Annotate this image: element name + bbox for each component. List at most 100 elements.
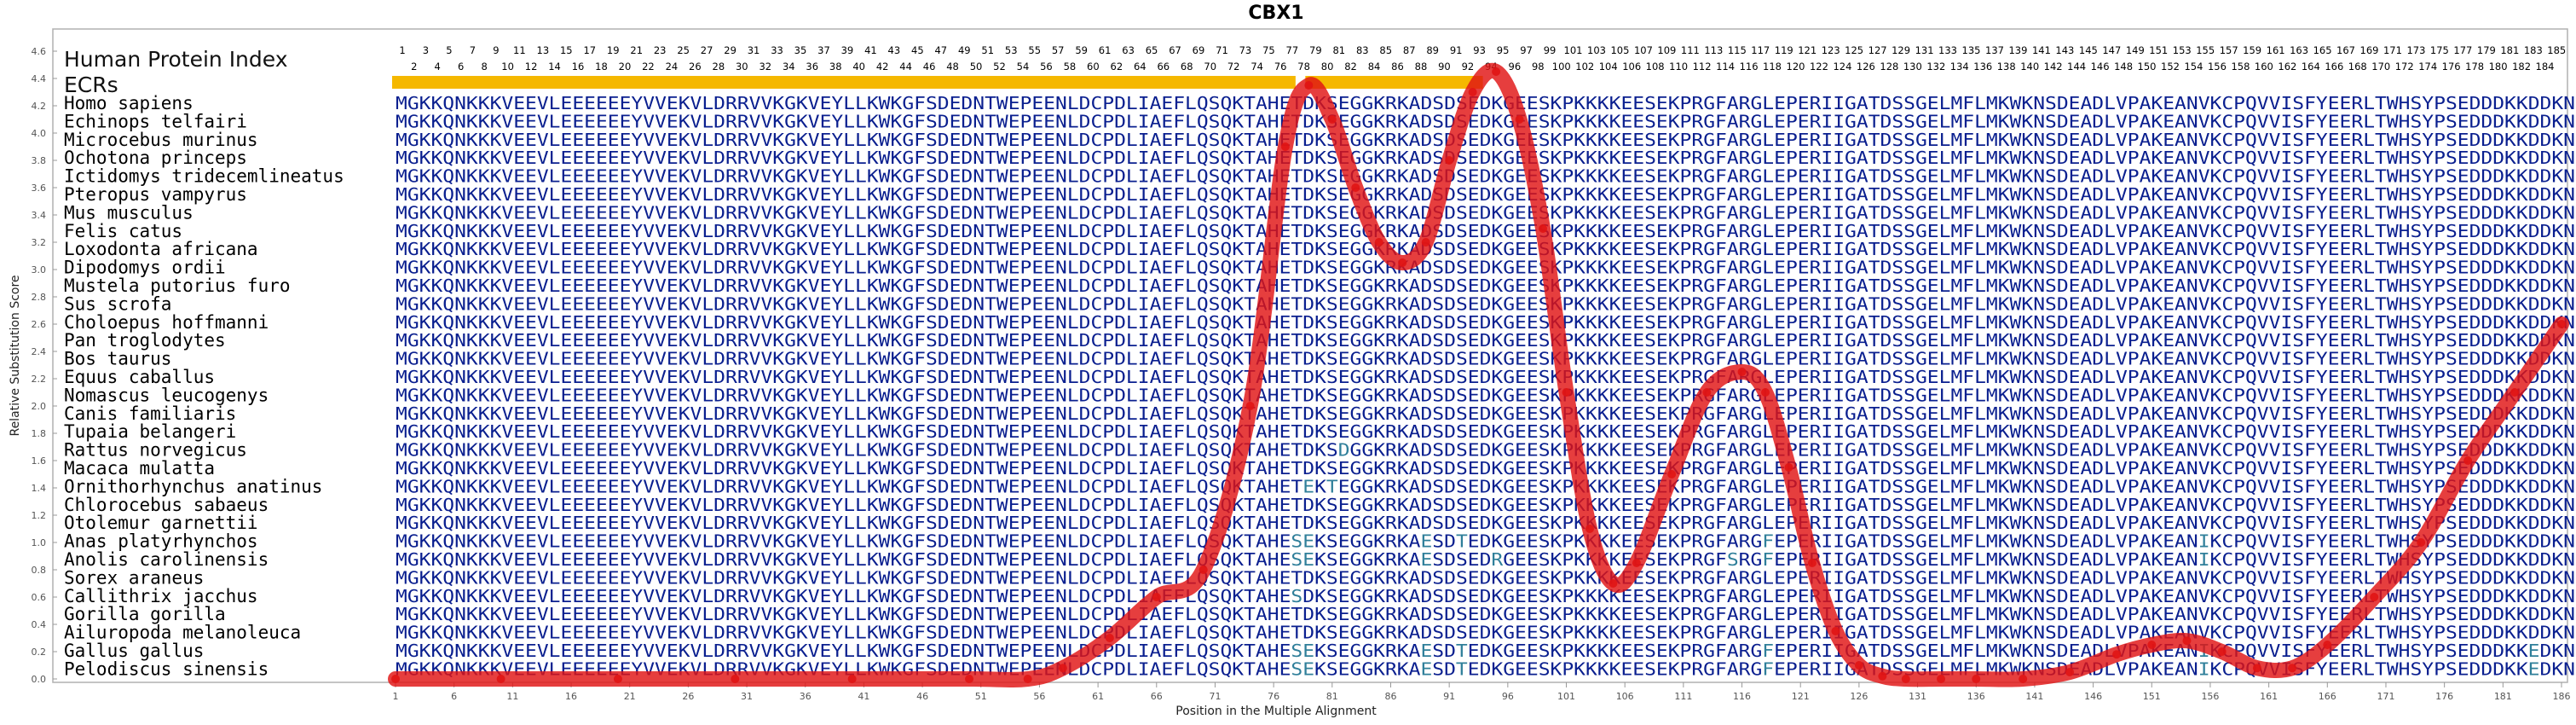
- data-point: [1937, 675, 1946, 683]
- sequence-residues: MGKKQNKKKVEEVLEEEEEEYVVEKVLDRRVVKGKVEYLL…: [396, 531, 1291, 552]
- protein-index-number: 60: [1087, 61, 1100, 72]
- plot-frame: [52, 28, 2568, 683]
- protein-index-number: 99: [1544, 44, 1557, 56]
- data-point: [2370, 593, 2379, 601]
- sequence-row: MGKKQNKKKVEEVLEEEEEEYVVEKVLDRRVVKGKVEYLL…: [396, 403, 2575, 424]
- species-label: Otolemur garnettii: [64, 513, 258, 533]
- protein-index-number: 92: [1462, 61, 1475, 72]
- protein-index-number: 52: [993, 61, 1006, 72]
- y-tick-label: 2.4: [32, 346, 47, 357]
- protein-index-number: 47: [934, 44, 947, 56]
- sequence-row: MGKKQNKKKVEEVLEEEEEEYVVEKVLDRRVVKGKVEYLL…: [396, 202, 2575, 223]
- x-tick-label: 146: [2084, 691, 2102, 702]
- human-protein-index-label: Human Protein Index: [64, 47, 288, 72]
- protein-index-number: 61: [1099, 44, 1112, 56]
- x-tick-label: 46: [916, 691, 928, 702]
- protein-index-number: 142: [2044, 61, 2063, 72]
- y-tick-label: 0.2: [32, 647, 47, 658]
- human-protein-index-numbers: 1234567891011121314151617181920212223242…: [399, 44, 2566, 72]
- protein-index-number: 109: [1657, 44, 1676, 56]
- protein-index-number: 50: [970, 61, 983, 72]
- x-tick-label: 111: [1674, 691, 1692, 702]
- protein-index-number: 137: [1985, 44, 2004, 56]
- sequence-residues: MGKKQNKKKVEEVLEEEEEEYVVEKVLDRRVVKGKVEYLL…: [396, 184, 2575, 205]
- protein-index-number: 101: [1564, 44, 1583, 56]
- protein-index-number: 180: [2489, 61, 2508, 72]
- species-label: Homo sapiens: [64, 93, 193, 113]
- protein-index-number: 124: [1833, 61, 1851, 72]
- protein-index-number: 126: [1857, 61, 1875, 72]
- protein-index-number: 11: [513, 44, 526, 56]
- protein-index-number: 87: [1403, 44, 1416, 56]
- data-point: [391, 675, 400, 683]
- protein-index-number: 116: [1740, 61, 1759, 72]
- sequence-row: MGKKQNKKKVEEVLEEEEEEYVVEKVLDRRVVKGKVEYLL…: [396, 312, 2575, 333]
- species-label: Echinops telfairi: [64, 111, 247, 131]
- protein-index-number: 161: [2267, 44, 2285, 56]
- sequence-residues: EDKGEESKPKKKKEESEKPRGFARG: [1468, 641, 1763, 661]
- x-tick-label: 71: [1209, 691, 1221, 702]
- protein-index-number: 150: [2138, 61, 2157, 72]
- sequence-residues: KSEGGKRKA: [1314, 531, 1420, 552]
- data-point: [1831, 627, 1840, 635]
- x-tick-label: 156: [2201, 691, 2219, 702]
- data-point: [1398, 258, 1407, 267]
- sequence-row: MGKKQNKKKVEEVLEEEEEEYVVEKVLDRRVVKGKVEYLL…: [396, 586, 2575, 606]
- x-tick-label: 181: [2494, 691, 2512, 702]
- sequence-row: MGKKQNKKKVEEVLEEEEEEYVVEKVLDRRVVKGKVEYLL…: [396, 604, 2575, 624]
- protein-index-number: 110: [1669, 61, 1688, 72]
- protein-index-number: 81: [1332, 44, 1345, 56]
- protein-index-number: 58: [1064, 61, 1077, 72]
- protein-index-number: 12: [525, 61, 538, 72]
- protein-index-number: 128: [1880, 61, 1898, 72]
- sequence-residues: F: [1762, 531, 1774, 552]
- y-tick-label: 0.8: [32, 565, 47, 576]
- data-point: [2217, 647, 2227, 656]
- chart-title: CBX1: [1248, 3, 1303, 24]
- species-label: Callithrix jacchus: [64, 586, 258, 606]
- protein-index-number: 166: [2325, 61, 2343, 72]
- data-point: [2147, 641, 2157, 649]
- data-point: [1492, 67, 1501, 76]
- protein-index-number: 148: [2114, 61, 2133, 72]
- y-tick-label: 2.0: [32, 401, 47, 412]
- sequence-residues: MGKKQNKKKVEEVLEEEEEEYVVEKVLDRRVVKGKVEYLL…: [396, 221, 2575, 241]
- protein-index-number: 146: [2091, 61, 2110, 72]
- protein-index-number: 157: [2220, 44, 2238, 56]
- data-point: [1901, 675, 1910, 683]
- protein-index-number: 152: [2161, 61, 2180, 72]
- protein-index-number: 62: [1111, 61, 1123, 72]
- protein-index-number: 131: [1915, 44, 1934, 56]
- y-tick-label: 3.8: [32, 155, 47, 166]
- protein-index-number: 51: [981, 44, 994, 56]
- species-label: Canis familiaris: [64, 403, 236, 424]
- x-tick-label: 11: [506, 691, 518, 702]
- protein-index-number: 66: [1157, 61, 1170, 72]
- sequence-residues: EPERIIGATDSSGELMFLMKWKNSDEADLVPAKEAN: [1774, 531, 2198, 552]
- species-label: Gorilla gorilla: [64, 604, 226, 624]
- y-tick-label: 4.6: [32, 46, 47, 57]
- protein-index-number: 67: [1169, 44, 1181, 56]
- protein-index-number: 153: [2173, 44, 2192, 56]
- sequence-residues: MGKKQNKKKVEEVLEEEEEEYVVEKVLDRRVVKGKVEYLL…: [396, 421, 2575, 442]
- data-point: [1854, 661, 1863, 670]
- sequence-row: MGKKQNKKKVEEVLEEEEEEYVVEKVLDRRVVKGKVEYLL…: [396, 623, 2575, 643]
- sequence-row: MGKKQNKKKVEEVLEEEEEEYVVEKVLDRRVVKGKVEYLL…: [396, 421, 2575, 442]
- protein-index-number: 151: [2149, 44, 2168, 56]
- sequence-residues: MGKKQNKKKVEEVLEEEEEEYVVEKVLDRRVVKGKVEYLL…: [396, 276, 2575, 296]
- protein-index-number: 13: [537, 44, 550, 56]
- species-label: Anas platyrhynchos: [64, 531, 258, 552]
- ecr-bar: [392, 76, 1296, 89]
- protein-index-number: 85: [1379, 44, 1392, 56]
- protein-index-number: 106: [1622, 61, 1641, 72]
- sequence-row: MGKKQNKKKVEEVLEEEEEEYVVEKVLDRRVVKGKVEYLL…: [396, 239, 2575, 259]
- protein-index-number: 20: [619, 61, 632, 72]
- data-point: [847, 675, 857, 683]
- protein-index-number: 134: [1950, 61, 1969, 72]
- y-tick-label: 2.8: [32, 292, 47, 303]
- ecr-bar: [1305, 76, 1483, 89]
- protein-index-number: 1: [399, 44, 405, 56]
- sequence-residues: MGKKQNKKKVEEVLEEEEEEYVVEKVLDRRVVKGKVEYLL…: [396, 604, 2575, 624]
- species-label: Dipodomys ordii: [64, 258, 226, 278]
- protein-index-number: 132: [1926, 61, 1945, 72]
